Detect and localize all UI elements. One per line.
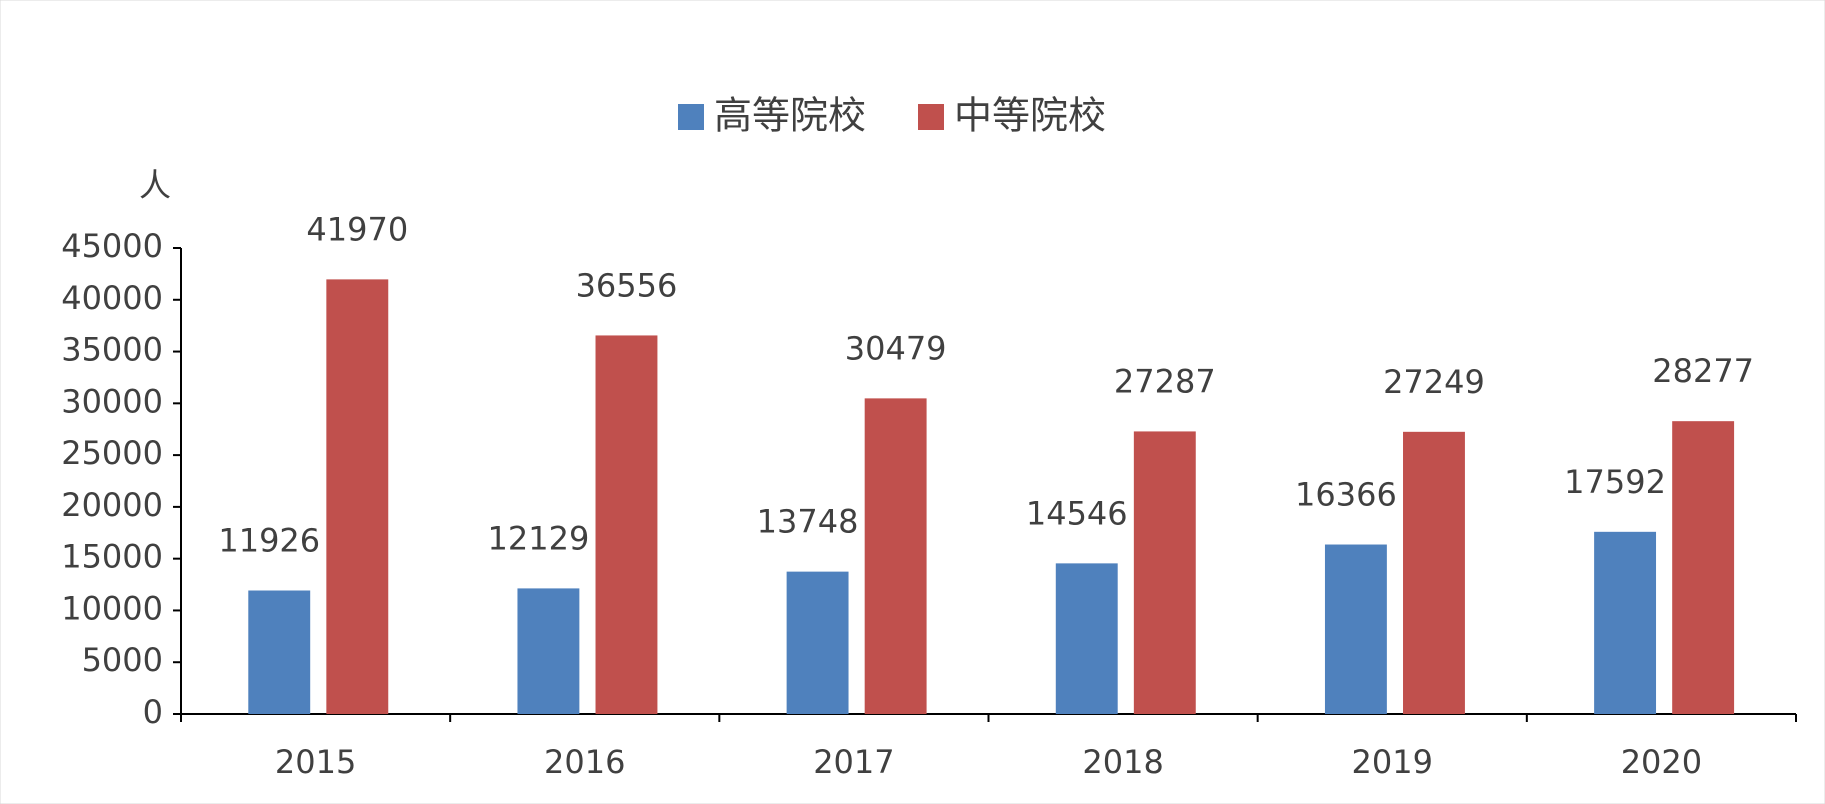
x-tick-label: 2020	[1621, 743, 1702, 781]
bar	[1672, 421, 1735, 714]
data-label: 27287	[1114, 362, 1216, 400]
y-tick-label: 5000	[82, 641, 163, 679]
bar	[1055, 563, 1118, 714]
x-tick-label: 2015	[275, 743, 356, 781]
bar	[1324, 544, 1387, 714]
data-label: 30479	[845, 329, 947, 367]
y-tick-label: 45000	[61, 227, 163, 265]
legend-swatch	[918, 104, 944, 130]
data-label: 11926	[218, 521, 320, 559]
data-label: 36556	[576, 266, 678, 304]
legend-label: 高等院校	[714, 94, 866, 138]
y-axis-label: 人	[139, 166, 171, 204]
y-tick-label: 25000	[61, 434, 163, 472]
data-label: 17592	[1564, 463, 1666, 501]
bar	[786, 571, 849, 714]
x-tick-label: 2017	[813, 743, 894, 781]
bar	[864, 398, 927, 714]
x-tick-label: 2019	[1352, 743, 1433, 781]
y-tick-label: 15000	[61, 538, 163, 576]
bar	[1133, 431, 1196, 714]
y-tick-label: 0	[143, 693, 163, 731]
data-label: 28277	[1652, 352, 1754, 390]
data-label: 16366	[1295, 476, 1397, 514]
bar	[517, 588, 580, 714]
y-tick-label: 30000	[61, 382, 163, 420]
y-tick-label: 40000	[61, 279, 163, 317]
data-label: 27249	[1383, 363, 1485, 401]
x-tick-label: 2018	[1082, 743, 1163, 781]
bar	[1594, 531, 1657, 714]
y-tick-label: 10000	[61, 589, 163, 627]
bar	[326, 279, 389, 714]
y-tick-label: 35000	[61, 331, 163, 369]
legend-label: 中等院校	[954, 94, 1106, 138]
x-tick-label: 2016	[544, 743, 625, 781]
data-label: 41970	[306, 210, 408, 248]
data-label: 13748	[757, 503, 859, 541]
data-label: 12129	[488, 519, 590, 557]
bar	[595, 335, 658, 714]
bar	[1403, 431, 1465, 714]
legend-swatch	[678, 104, 704, 130]
data-label: 14546	[1026, 494, 1128, 532]
bar	[248, 590, 311, 714]
y-tick-label: 20000	[61, 486, 163, 524]
